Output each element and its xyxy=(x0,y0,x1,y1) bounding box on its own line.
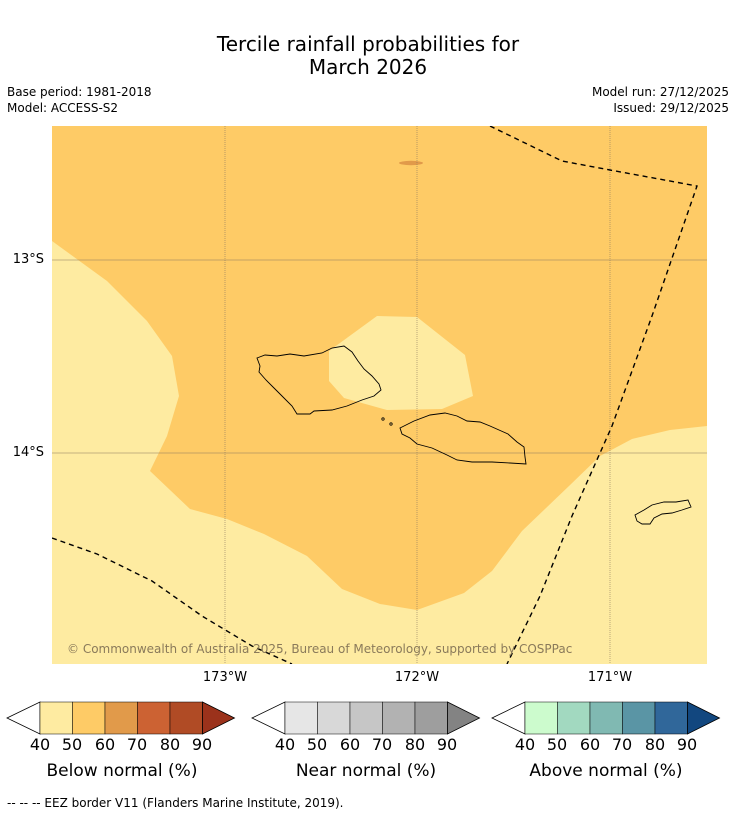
colorbar-segment xyxy=(349,701,383,735)
colorbar-segment xyxy=(589,701,623,735)
colorbar-segment xyxy=(104,701,138,735)
map-region-40-50-center xyxy=(329,316,473,410)
colorbar-extend-high xyxy=(687,701,721,735)
cb-below-tick: 80 xyxy=(159,735,181,754)
cb-below-tick: 70 xyxy=(126,735,148,754)
colorbar-segment xyxy=(382,701,416,735)
base-period: Base period: 1981-2018 xyxy=(7,85,152,99)
cb-below-tick: 90 xyxy=(191,735,213,754)
cb-above-tick: 60 xyxy=(579,735,601,754)
eez-border-southwest xyxy=(52,537,293,664)
colorbar-segment xyxy=(622,701,656,735)
colorbar-segment xyxy=(39,701,73,735)
cb-above-tick: 80 xyxy=(644,735,666,754)
issued-date: Issued: 29/12/2025 xyxy=(613,101,729,115)
island-upolu xyxy=(399,412,527,465)
colorbar-segment xyxy=(414,701,448,735)
cb-above-tick: 70 xyxy=(611,735,633,754)
colorbar-segment xyxy=(169,701,203,735)
cb-below-tick: 60 xyxy=(94,735,116,754)
colorbar-extend-high xyxy=(447,701,481,735)
map-title-line2: March 2026 xyxy=(308,55,428,79)
lon-label-172w: 172°W xyxy=(394,670,440,685)
lat-label-13s: 13°S xyxy=(12,252,44,267)
colorbar-segment xyxy=(72,701,106,735)
model-run: Model run: 27/12/2025 xyxy=(591,85,729,99)
cb-near-tick: 50 xyxy=(306,735,328,754)
map-title-line1: Tercile rainfall probabilities for xyxy=(216,32,520,56)
model-name: Model: ACCESS-S2 xyxy=(7,101,119,115)
map-region-40-50-west-south xyxy=(52,241,707,664)
colorbar-segment xyxy=(557,701,591,735)
cb-near-tick: 70 xyxy=(371,735,393,754)
lon-label-171w: 171°W xyxy=(587,670,633,685)
colorbar-above-normal xyxy=(491,701,721,735)
colorbar-near-normal xyxy=(251,701,481,735)
cb-near-label: Near normal (%) xyxy=(295,761,437,781)
cb-below-tick: 50 xyxy=(61,735,83,754)
cb-below-label: Below normal (%) xyxy=(46,761,198,781)
colorbar-below-normal xyxy=(6,701,236,735)
probability-map: © Commonwealth of Australia 2025, Bureau… xyxy=(52,126,707,664)
map-region-60-70 xyxy=(399,160,423,166)
cb-near-tick: 40 xyxy=(274,735,296,754)
cb-above-tick: 90 xyxy=(676,735,698,754)
eez-legend-note: -- -- -- EEZ border V11 (Flanders Marine… xyxy=(7,796,344,810)
cb-above-label: Above normal (%) xyxy=(529,761,683,781)
lat-label-14s: 14°S xyxy=(12,445,44,460)
cb-near-tick: 60 xyxy=(339,735,361,754)
eez-border-north xyxy=(489,126,698,664)
cb-above-tick: 50 xyxy=(546,735,568,754)
lon-label-173w: 173°W xyxy=(202,670,248,685)
colorbar-segment xyxy=(524,701,558,735)
colorbar-extend-low xyxy=(6,701,41,735)
islet-manono xyxy=(389,422,393,426)
colorbar-extend-low xyxy=(251,701,286,735)
colorbar-segment xyxy=(137,701,171,735)
colorbar-segment xyxy=(284,701,318,735)
copyright-notice: © Commonwealth of Australia 2025, Bureau… xyxy=(67,642,572,656)
island-tutuila xyxy=(634,499,692,525)
colorbar-extend-high xyxy=(202,701,236,735)
island-savaii xyxy=(256,345,382,415)
colorbar-extend-low xyxy=(491,701,526,735)
cb-above-tick: 40 xyxy=(514,735,536,754)
cb-near-tick: 80 xyxy=(404,735,426,754)
cb-near-tick: 90 xyxy=(436,735,458,754)
colorbar-segment xyxy=(317,701,351,735)
cb-below-tick: 40 xyxy=(29,735,51,754)
islet-apolima xyxy=(381,417,385,421)
colorbar-segment xyxy=(654,701,688,735)
